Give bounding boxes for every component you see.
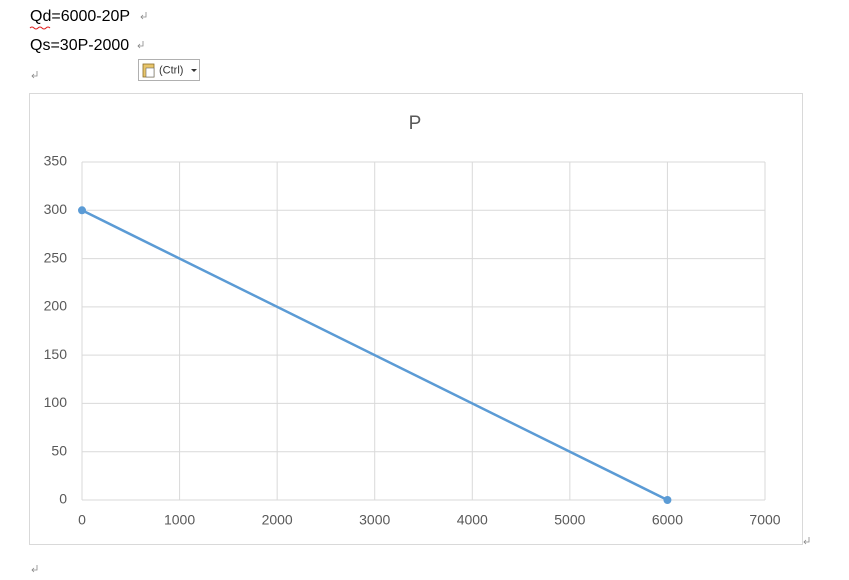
y-tick-label: 50	[51, 442, 67, 458]
x-tick-label: 5000	[554, 512, 585, 528]
chart-frame	[29, 93, 803, 545]
y-tick-label: 100	[44, 394, 68, 410]
chart-title: P	[409, 113, 422, 134]
x-tick-label: 3000	[359, 512, 390, 528]
x-tick-label: 1000	[164, 512, 195, 528]
dropdown-arrow	[191, 69, 197, 72]
paste-options[interactable]: (Ctrl)	[138, 59, 200, 81]
y-tick-label: 350	[44, 153, 68, 169]
text-line: Qs=30P-2000	[30, 37, 129, 54]
data-point	[663, 496, 672, 504]
y-tick-label: 300	[44, 201, 68, 217]
text-line: Qd=6000-20P	[30, 8, 130, 25]
paragraph-marks	[31, 12, 810, 573]
x-tick-label: 7000	[749, 512, 780, 528]
x-tick-label: 6000	[652, 512, 683, 528]
y-tick-label: 200	[44, 298, 68, 314]
y-tick-label: 150	[44, 346, 68, 362]
y-tick-label: 0	[59, 491, 67, 507]
x-tick-label: 2000	[262, 512, 293, 528]
data-line	[81, 209, 668, 502]
x-tick-label: 4000	[457, 512, 488, 528]
paste-icon	[145, 67, 155, 78]
y-tick-label: 250	[44, 249, 68, 265]
paste-label: (Ctrl)	[159, 64, 183, 76]
spell-underline	[29, 26, 51, 30]
x-tick-label: 0	[78, 512, 86, 528]
data-point	[78, 206, 86, 215]
